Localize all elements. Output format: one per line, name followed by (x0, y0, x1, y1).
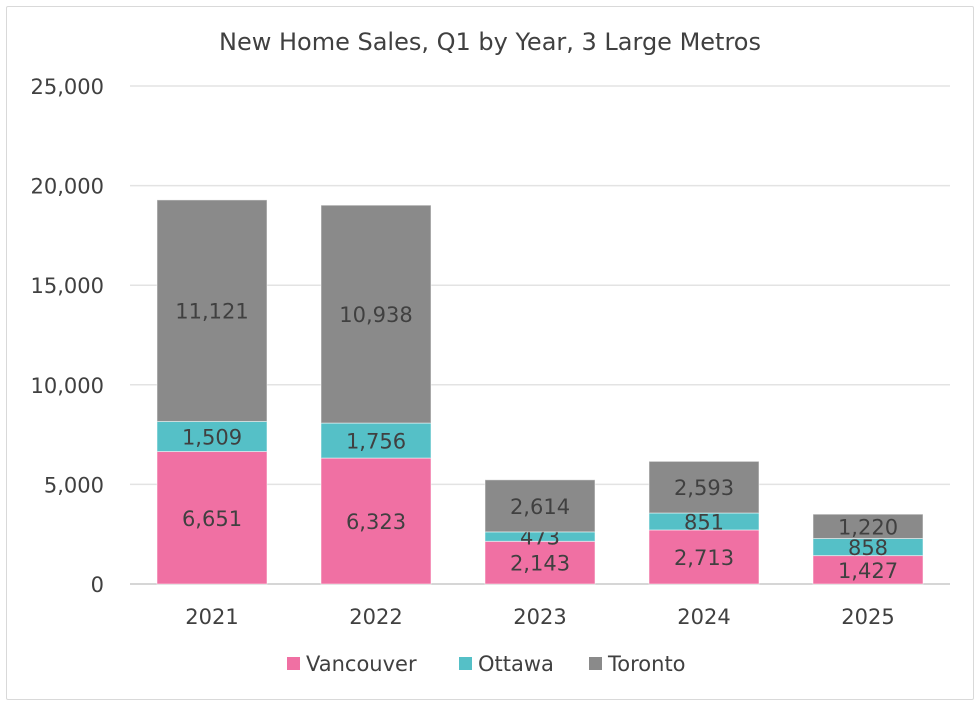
y-tick-label: 10,000 (31, 374, 104, 398)
bar-ottawa-2021 (156, 420, 268, 453)
y-tick-label: 5,000 (44, 473, 104, 497)
legend-swatch-vancouver (287, 657, 300, 670)
data-label: 2,713 (674, 546, 734, 570)
bar-toronto-2025 (812, 513, 924, 539)
data-label: 6,651 (182, 507, 242, 531)
data-label: 1,427 (838, 559, 898, 583)
legend-swatch-ottawa (459, 657, 472, 670)
data-label: 2,614 (510, 495, 570, 519)
chart-title: New Home Sales, Q1 by Year, 3 Large Metr… (219, 28, 761, 56)
x-tick-label: 2025 (841, 605, 894, 629)
x-tick-label: 2021 (185, 605, 238, 629)
bar-vancouver-2023 (484, 540, 596, 585)
data-label: 2,593 (674, 476, 734, 500)
y-tick-label: 20,000 (31, 175, 104, 199)
y-tick-label: 15,000 (31, 274, 104, 298)
data-label: 10,938 (339, 303, 412, 327)
data-label: 858 (848, 536, 888, 560)
legend-swatch-toronto (589, 657, 602, 670)
data-label: 11,121 (175, 300, 248, 324)
bar-ottawa-2022 (320, 422, 432, 459)
legend-label-toronto: Toronto (607, 652, 686, 676)
data-label: 1,220 (838, 515, 898, 539)
chart-frame (6, 6, 974, 700)
data-label: 2,143 (510, 552, 570, 576)
x-tick-label: 2023 (513, 605, 566, 629)
bar-toronto-2022 (320, 204, 432, 424)
bar-toronto-2023 (484, 479, 596, 533)
x-tick-label: 2024 (677, 605, 730, 629)
data-label: 6,323 (346, 510, 406, 534)
y-tick-label: 25,000 (31, 75, 104, 99)
y-tick-label: 0 (91, 573, 104, 597)
x-tick-label: 2022 (349, 605, 402, 629)
data-label: 1,509 (182, 425, 242, 449)
legend-label-vancouver: Vancouver (306, 652, 417, 676)
legend-label-ottawa: Ottawa (478, 652, 554, 676)
bar-toronto-2024 (648, 460, 760, 514)
bar-vancouver-2022 (320, 457, 432, 585)
bar-vancouver-2025 (812, 555, 924, 585)
data-label: 851 (684, 510, 724, 534)
data-label: 1,756 (346, 430, 406, 454)
bar-toronto-2021 (156, 199, 268, 422)
